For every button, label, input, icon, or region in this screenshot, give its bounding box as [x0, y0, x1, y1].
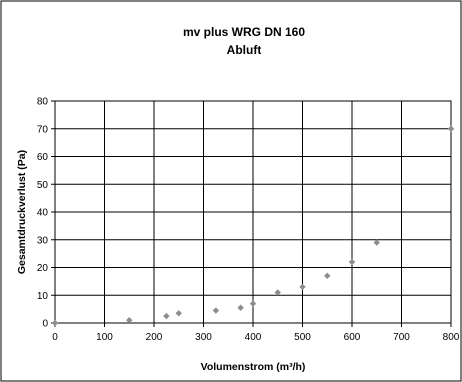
y-tick-label: 40 — [37, 208, 49, 219]
y-tick-label: 10 — [37, 291, 49, 302]
x-tick-label: 100 — [96, 332, 113, 343]
data-point — [212, 307, 220, 314]
chart-subtitle: Abluft — [227, 43, 262, 57]
x-tick-label: 0 — [52, 332, 58, 343]
data-point — [348, 258, 356, 266]
y-axis-label: Gesamtdruckverlust (Pa) — [16, 150, 28, 274]
y-tick-label: 0 — [42, 319, 48, 330]
x-tick-label: 500 — [294, 332, 311, 343]
y-tick-label: 80 — [37, 97, 49, 108]
y-tick-label: 60 — [37, 152, 49, 163]
data-point — [447, 125, 455, 132]
y-tick-label: 20 — [37, 263, 49, 274]
x-tick-label: 700 — [393, 332, 410, 343]
chart-title: mv plus WRG DN 160 — [183, 25, 305, 39]
data-point — [175, 310, 182, 317]
data-points — [51, 125, 455, 327]
x-axis-label: Volumenstrom (m³/h) — [201, 361, 306, 373]
y-tick-label: 50 — [37, 180, 49, 191]
x-tick-label: 300 — [195, 332, 212, 343]
tick-labels: 0 100 200 300 400 500 600 700 800 0 10 20 30 40 50 60 70… — [37, 97, 460, 344]
data-point — [51, 319, 59, 327]
data-point — [373, 239, 380, 246]
x-tick-label: 200 — [146, 332, 163, 343]
y-tick-label: 30 — [37, 235, 49, 246]
data-point — [299, 283, 306, 291]
x-tick-label: 600 — [344, 332, 361, 343]
y-tick-label: 70 — [37, 124, 49, 135]
data-point — [163, 312, 170, 320]
data-point — [249, 300, 257, 307]
data-point — [126, 317, 133, 324]
x-tick-label: 800 — [443, 332, 460, 343]
data-point — [324, 272, 331, 280]
data-point — [274, 289, 281, 296]
x-tick-label: 400 — [245, 332, 262, 343]
data-point — [237, 304, 244, 311]
